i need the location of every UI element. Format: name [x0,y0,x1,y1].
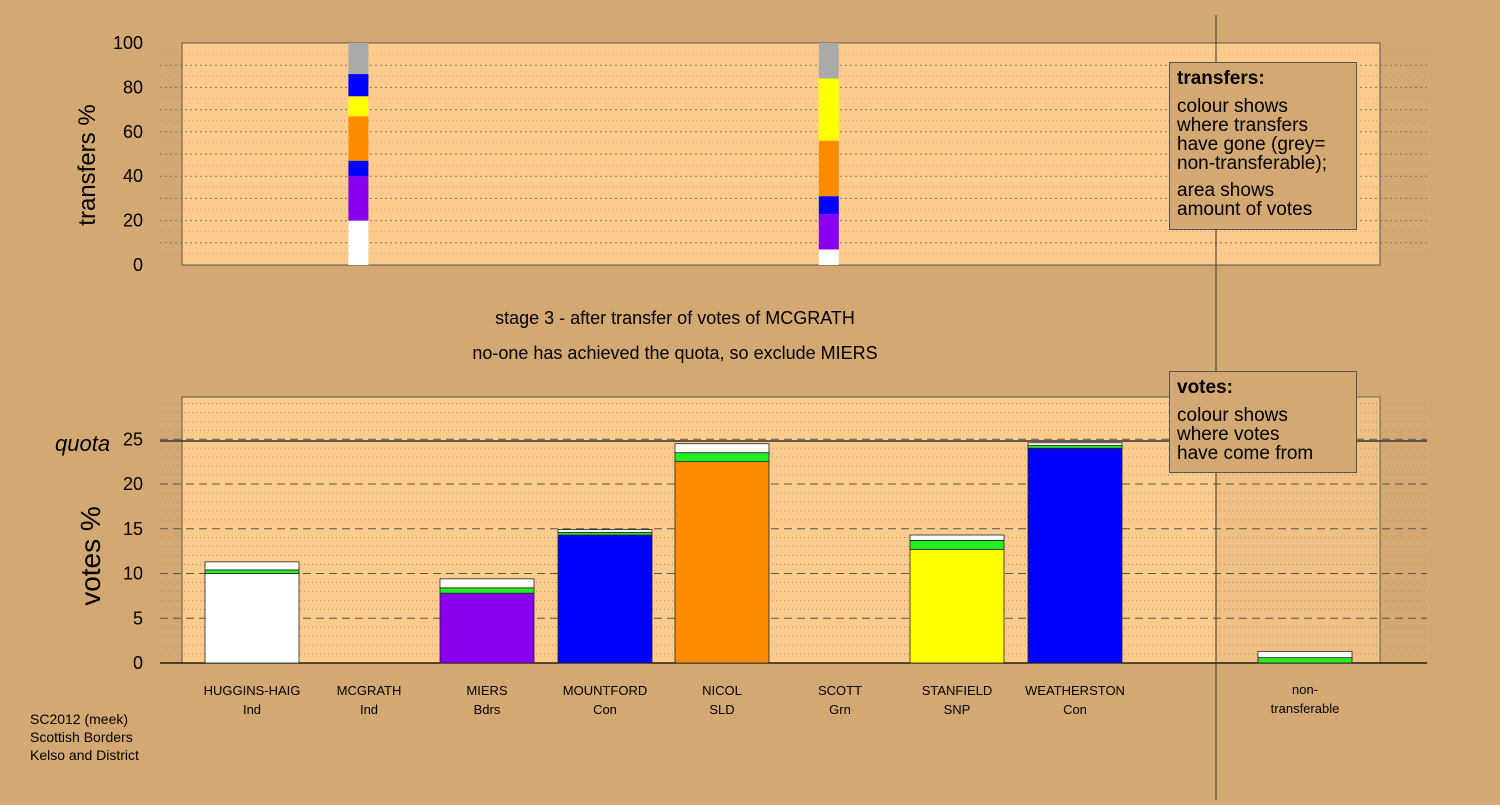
transfers-y-tick: 40 [123,166,143,186]
vote-segment [1027,442,1123,446]
transfers-legend-line: non-transferable); [1177,153,1327,174]
party-label: Con [1063,702,1087,717]
footer-line: Kelso and District [30,747,139,763]
category-label: MCGRATH [337,683,402,698]
footer-line: Scottish Borders [30,729,133,745]
stage-heading: stage 3 - after transfer of votes of MCG… [495,308,855,328]
status-heading: no-one has achieved the quota, so exclud… [472,343,877,363]
vote-segment [204,569,300,574]
transfers-legend-text-2: area shows amount of votes [1177,181,1349,219]
party-label: SLD [709,702,734,717]
vote-segment [674,443,770,454]
votes-legend-title: votes: [1177,377,1233,398]
vote-segment [1257,650,1353,659]
party-label: Ind [243,702,261,717]
vote-segment [1027,447,1123,664]
transfers-legend: transfers: colour shows where transfers … [1169,62,1357,230]
category-label: NICOL [702,683,742,698]
transfer-segment [348,116,369,161]
transfers-y-tick: 80 [123,77,143,97]
transfer-segment [348,43,369,75]
votes-bars [204,442,1353,664]
votes-y-tick: 25 [123,429,143,449]
votes-y-tick: 10 [123,564,143,584]
vote-segment [439,587,535,594]
category-label: WEATHERSTON [1025,683,1125,698]
transfers-legend-line: colour shows [1177,96,1288,117]
party-label: Bdrs [474,702,501,717]
transfer-segment [348,96,369,117]
transfers-y-label: transfers % [74,104,101,225]
vote-segment [204,573,300,664]
transfers-legend-title: transfers: [1177,68,1265,89]
transfers-y-tick: 100 [113,33,143,53]
transfer-segment [348,176,369,221]
party-label: Con [593,702,617,717]
transfers-legend-text-1: colour shows where transfers have gone (… [1177,97,1349,173]
vote-segment [909,534,1005,541]
transfers-y-tick: 20 [123,211,143,231]
votes-y-tick: 20 [123,474,143,494]
category-label: transferable [1271,701,1340,716]
party-label: SNP [944,702,971,717]
footer-info: SC2012 (meek) Scottish Borders Kelso and… [30,710,139,764]
category-label: non- [1292,682,1318,697]
vote-segment [557,534,653,664]
vote-segment [909,548,1005,664]
transfers-legend-line: area shows [1177,180,1275,201]
category-label: MIERS [466,683,508,698]
vote-segment [557,529,653,533]
votes-legend-line: where votes [1177,424,1280,445]
vote-segment [674,452,770,463]
transfers-legend-line: amount of votes [1177,199,1313,220]
votes-legend-line: have come from [1177,443,1314,464]
votes-y-tick: 5 [133,608,143,628]
transfers-legend-line: have gone (grey= [1177,134,1326,155]
vote-segment [204,561,300,571]
party-label: Ind [360,702,378,717]
vote-segment [439,578,535,589]
transfer-segment [818,140,839,197]
votes-y-tick: 0 [133,653,143,673]
transfers-y-tick: 60 [123,122,143,142]
quota-label: quota [55,431,110,456]
transfers-y-tick: 0 [133,255,143,275]
transfer-segment [348,74,369,97]
transfer-segment [348,220,369,265]
transfer-segment [818,43,839,79]
transfer-segment [818,78,839,141]
category-label: HUGGINS-HAIG [204,683,301,698]
transfer-segment [818,196,839,214]
vote-segment [557,531,653,536]
vote-segment [1257,657,1353,664]
votes-legend-line: colour shows [1177,405,1288,426]
votes-legend: votes: colour shows where votes have com… [1169,371,1357,473]
transfers-y-ticks: 0 20 40 60 80 100 [113,33,143,275]
transfers-legend-line: where transfers [1177,115,1308,136]
transfer-segment [818,249,839,265]
transfers-bars [348,43,839,265]
category-label: SCOTT [818,683,862,698]
party-label: Grn [829,702,851,717]
votes-y-tick: 15 [123,519,143,539]
votes-category-labels: HUGGINS-HAIG Ind MCGRATH Ind MIERS Bdrs MOUNTF… [204,682,1340,717]
vote-segment [909,539,1005,550]
category-label: MOUNTFORD [563,683,648,698]
vote-segment [439,592,535,664]
category-label: STANFIELD [922,683,993,698]
vote-segment [1027,445,1123,449]
transfer-segment [818,213,839,250]
votes-y-label: votes % [75,506,106,606]
footer-line: SC2012 (meek) [30,711,129,727]
transfer-segment [348,160,369,177]
votes-y-ticks: 0 5 10 15 20 25 [123,429,143,673]
vote-segment [674,461,770,664]
